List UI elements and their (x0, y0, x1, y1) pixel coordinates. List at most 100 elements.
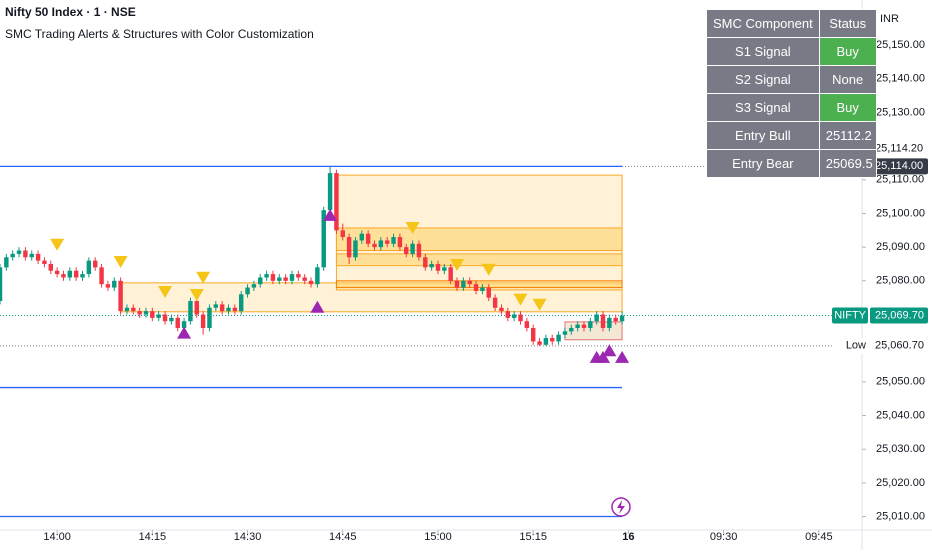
candle-body (454, 280, 460, 288)
price-label: 25,114.20 (875, 143, 923, 155)
table-header: SMC Component Status (707, 10, 876, 37)
candle-body (435, 263, 441, 271)
candle-body (251, 284, 257, 288)
candle-body (0, 267, 3, 302)
candle-body (238, 294, 244, 312)
candle-body (467, 280, 472, 285)
zone (335, 174, 623, 291)
price-label: 25,060.70 (875, 340, 924, 352)
alert-icon[interactable] (611, 497, 631, 517)
candle-body (537, 341, 542, 345)
candle-body (175, 317, 180, 328)
price-label: 25,114.00 (875, 160, 923, 172)
candle-body (569, 327, 574, 332)
candle-body (124, 307, 130, 312)
zone (335, 280, 623, 289)
currency: INR (880, 13, 899, 25)
bear-signal (532, 298, 547, 311)
candle-body (258, 277, 263, 285)
table-row: Entry Bear 25069.5 (707, 150, 876, 177)
candle-body (524, 321, 530, 328)
candle-body (359, 233, 365, 241)
x-tick-label: 09:45 (805, 531, 833, 543)
candle-body (143, 311, 149, 315)
x-tick-label: 15:00 (424, 531, 452, 543)
candle-body (575, 324, 580, 328)
candle-body (613, 317, 618, 322)
candle-body (181, 321, 187, 328)
candle-body (35, 253, 41, 261)
candle-body (137, 311, 142, 315)
table-cell: Entry Bull (707, 122, 819, 149)
header-cell: Status (819, 10, 876, 37)
table-row: S2 Signal None (707, 66, 876, 93)
candle-body (334, 173, 339, 231)
candle-body (416, 243, 422, 258)
bear-signal (450, 259, 465, 271)
candle-body (492, 297, 498, 308)
candle-body (404, 247, 409, 254)
x-tick-label: 15:15 (519, 531, 547, 543)
candle-body (131, 307, 136, 312)
candle-body (619, 315, 625, 322)
candle-body (23, 250, 28, 258)
x-tick-label: 14:15 (139, 531, 167, 543)
y-tick-label: 25,030.00 (876, 443, 925, 455)
candle-body (169, 317, 174, 322)
candle-body (505, 311, 511, 318)
candle-body (42, 260, 47, 264)
candle-body (461, 280, 466, 288)
bear-signal (189, 288, 204, 301)
candle-body (10, 253, 15, 258)
y-tick-label: 25,090.00 (876, 241, 925, 253)
candle-body (200, 314, 206, 328)
candle-body (550, 338, 555, 342)
candle-body (486, 287, 491, 298)
candle-body (67, 270, 73, 278)
y-tick-label: 25,020.00 (876, 477, 925, 489)
candle-body (86, 260, 92, 275)
candle-body (156, 314, 161, 318)
bear-signal (158, 285, 173, 298)
candle-body (340, 230, 345, 238)
price-label-box (870, 140, 928, 157)
table-row: S3 Signal Buy (707, 94, 876, 121)
bull-signal (323, 208, 338, 221)
y-tick-label: 25,050.00 (876, 376, 925, 388)
table-cell: Buy (819, 38, 876, 65)
candle-body (54, 270, 60, 275)
candle-body (518, 314, 523, 322)
candle-body (556, 334, 561, 342)
table-row: S1 Signal Buy (707, 38, 876, 65)
chart-subtitle: SMC Trading Alerts & Structures with Col… (5, 27, 314, 41)
bear-signal (113, 255, 128, 268)
y-tick-label: 25,010.00 (876, 510, 925, 522)
candle-body (543, 338, 549, 345)
price-tag: Low (846, 340, 866, 352)
table-cell: 25112.2 (819, 122, 876, 149)
table-cell: S1 Signal (707, 38, 819, 65)
table-cell: Buy (819, 94, 876, 121)
candle-body (99, 267, 104, 285)
candle-body (511, 314, 517, 318)
bull-signal (177, 326, 192, 339)
candle-body (188, 301, 193, 322)
candle-body (194, 301, 199, 315)
header-cell: SMC Component (707, 10, 819, 37)
bear-signal (513, 293, 528, 306)
candle-body (353, 240, 358, 258)
table-cell: S2 Signal (707, 66, 819, 93)
candle-body (594, 314, 599, 322)
candle-body (442, 267, 447, 271)
candle-body (245, 287, 250, 295)
price-label-box (870, 337, 928, 354)
candle-body (607, 317, 612, 328)
candle-body (588, 321, 593, 328)
candle-body (327, 173, 333, 211)
candle-body (289, 274, 295, 281)
price-tag: NIFTY (834, 309, 866, 321)
candle-body (397, 237, 403, 248)
bear-signal (50, 238, 65, 251)
